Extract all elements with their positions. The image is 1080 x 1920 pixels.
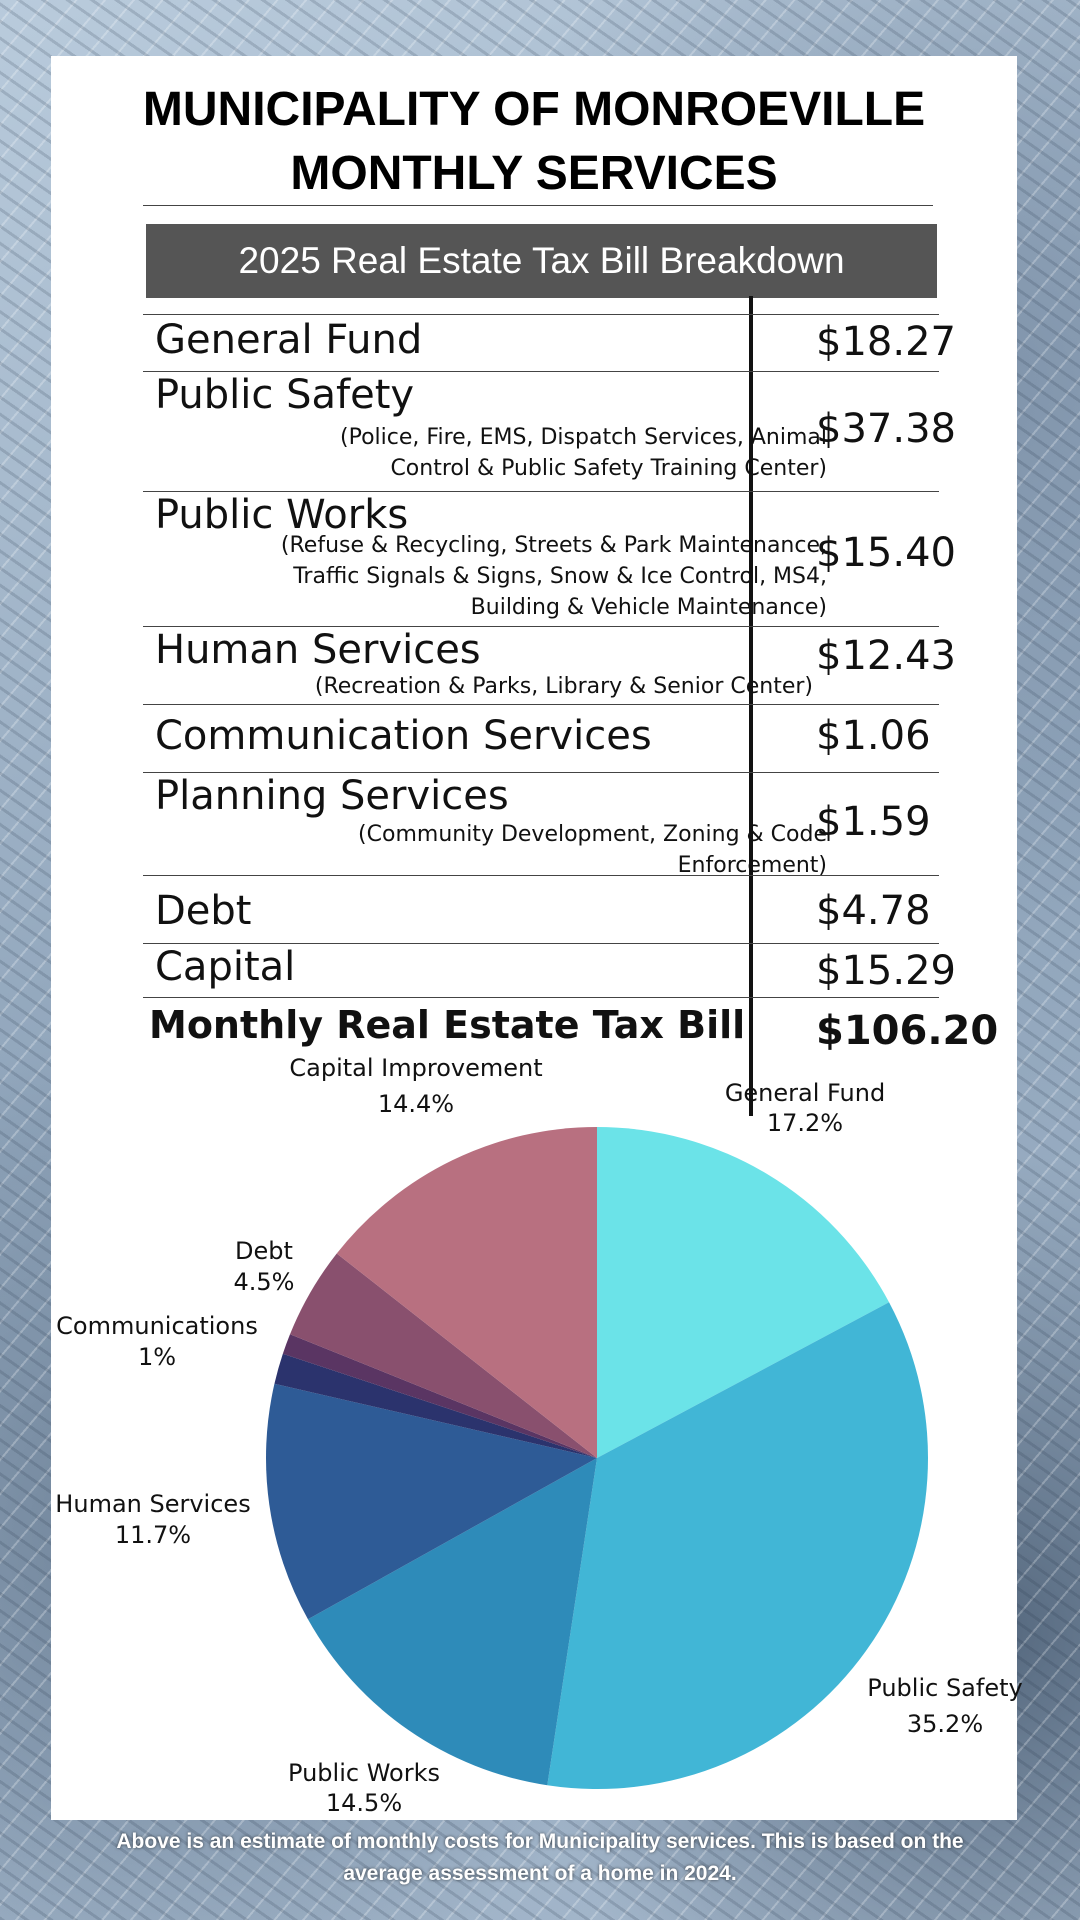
row-label: Public Works — [155, 492, 409, 538]
row-description: (Police, Fire, EMS, Dispatch Services, A… — [340, 425, 827, 481]
table-total-row: Monthly Real Estate Tax Bill $106.20 — [143, 997, 998, 1058]
row-value: $37.38 — [816, 406, 956, 452]
pie-label-human-services: Human Services 11.7% — [55, 1489, 250, 1551]
pie-slice-general-fund — [597, 1127, 890, 1458]
row-label: Planning Services — [155, 773, 509, 819]
pie-label-communications: Communications 1% — [56, 1311, 258, 1373]
table-row: Debt $4.78 — [143, 875, 939, 944]
pie-label-name: Human Services — [55, 1490, 251, 1518]
pie-slice-debt — [290, 1253, 597, 1458]
table-row: Human Services (Recreation & Parks, Libr… — [143, 626, 956, 705]
row-value: $1.59 — [816, 799, 931, 845]
title-line-1: MUNICIPALITY OF MONROEVILLE — [142, 83, 926, 136]
pie-slice-public-safety — [547, 1302, 928, 1789]
page-title: MUNICIPALITY OF MONROEVILLE MONTHLY SERV… — [51, 78, 1017, 206]
pie-label-debt: Debt 4.5% — [234, 1236, 295, 1298]
row-value: $12.43 — [816, 633, 956, 679]
pie-slice-capital-improvement — [336, 1127, 597, 1458]
pie-label-name: General Fund — [724, 1079, 886, 1107]
row-value: $15.29 — [816, 948, 956, 994]
pie-slice-human-services — [266, 1383, 597, 1620]
row-value: $4.78 — [816, 888, 931, 934]
row-value: $18.27 — [816, 319, 956, 365]
title-divider — [143, 205, 933, 206]
title-line-2: MONTHLY SERVICES — [290, 147, 778, 200]
pie-label-percent: 14.5% — [325, 1789, 403, 1817]
table-row: Public Works (Refuse & Recycling, Street… — [143, 491, 956, 627]
pie-label-public-safety: Public Safety 35.2% — [867, 1670, 1022, 1742]
pie-label-percent: 4.5% — [233, 1268, 295, 1296]
table-column-divider — [749, 296, 753, 1116]
row-label: Communication Services — [155, 713, 652, 759]
pie-label-name: Public Safety — [867, 1674, 1023, 1702]
tax-breakdown-card: MUNICIPALITY OF MONROEVILLE MONTHLY SERV… — [51, 56, 1023, 1820]
pie-slice-public-works — [307, 1458, 597, 1786]
total-label: Monthly Real Estate Tax Bill — [149, 1003, 746, 1047]
pie-label-name: Capital Improvement — [289, 1054, 543, 1082]
row-value: $1.06 — [816, 713, 931, 759]
total-value: $106.20 — [816, 1008, 999, 1054]
row-description: (Community Development, Zoning & Code En… — [358, 822, 827, 878]
pie-label-percent: 11.7% — [114, 1521, 192, 1549]
row-description: (Recreation & Parks, Library & Senior Ce… — [314, 674, 813, 699]
pie-label-general-fund: General Fund 17.2% — [725, 1078, 885, 1138]
footnote-line-1: Above is an estimate of monthly costs fo… — [116, 1830, 964, 1853]
row-label: Capital — [155, 944, 296, 990]
table-row: General Fund $18.27 — [143, 314, 956, 372]
table-banner: 2025 Real Estate Tax Bill Breakdown — [146, 224, 937, 298]
row-description: (Refuse & Recycling, Streets & Park Main… — [280, 533, 827, 620]
row-label: Debt — [155, 888, 252, 934]
pie-label-capital-improvement: Capital Improvement 14.4% — [289, 1052, 542, 1120]
pie-label-percent: 14.4% — [377, 1090, 455, 1118]
pie-label-percent: 35.2% — [906, 1710, 984, 1738]
row-label: Public Safety — [155, 372, 415, 418]
row-value: $15.40 — [816, 530, 956, 576]
pie-label-percent: 1% — [137, 1343, 177, 1371]
table-row: Communication Services $1.06 — [143, 704, 939, 773]
table-row: Public Safety (Police, Fire, EMS, Dispat… — [143, 371, 956, 492]
pie-chart — [266, 1127, 928, 1789]
pie-slice-planning-services — [274, 1353, 597, 1458]
pie-label-name: Public Works — [288, 1759, 440, 1787]
footnote: Above is an estimate of monthly costs fo… — [40, 1826, 1040, 1890]
table-row: Planning Services (Community Development… — [143, 772, 939, 878]
row-label: Human Services — [155, 627, 481, 673]
pie-label-name: Communications — [56, 1312, 258, 1340]
pie-slice-communications — [282, 1334, 597, 1458]
table-row: Capital $15.29 — [143, 943, 956, 998]
row-label: General Fund — [155, 317, 423, 363]
pie-label-percent: 17.2% — [766, 1109, 844, 1137]
pie-label-name: Debt — [235, 1237, 293, 1265]
footnote-line-2: average assessment of a home in 2024. — [343, 1862, 737, 1885]
pie-label-public-works: Public Works 14.5% — [288, 1758, 440, 1818]
